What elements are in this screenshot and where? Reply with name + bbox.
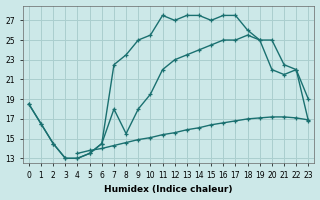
X-axis label: Humidex (Indice chaleur): Humidex (Indice chaleur) — [104, 185, 233, 194]
